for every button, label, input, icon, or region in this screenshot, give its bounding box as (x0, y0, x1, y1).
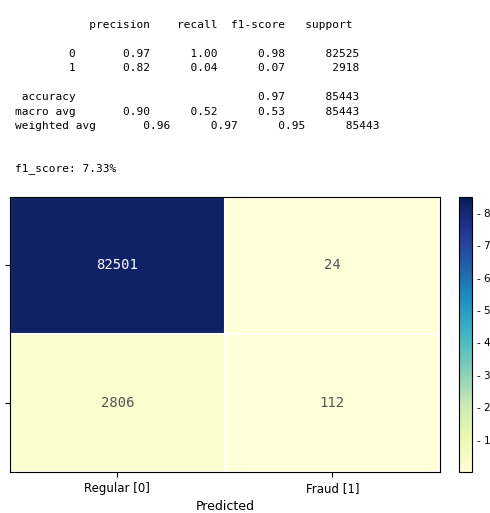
Text: 112: 112 (319, 396, 345, 410)
Text: 2806: 2806 (100, 396, 134, 410)
Text: precision    recall  f1-score   support

        0       0.97      1.00      0.9: precision recall f1-score support 0 0.97… (15, 21, 379, 131)
X-axis label: Predicted: Predicted (196, 500, 254, 513)
Text: 24: 24 (324, 259, 341, 272)
Text: f1_score: 7.33%: f1_score: 7.33% (15, 163, 116, 174)
Text: 82501: 82501 (97, 259, 138, 272)
